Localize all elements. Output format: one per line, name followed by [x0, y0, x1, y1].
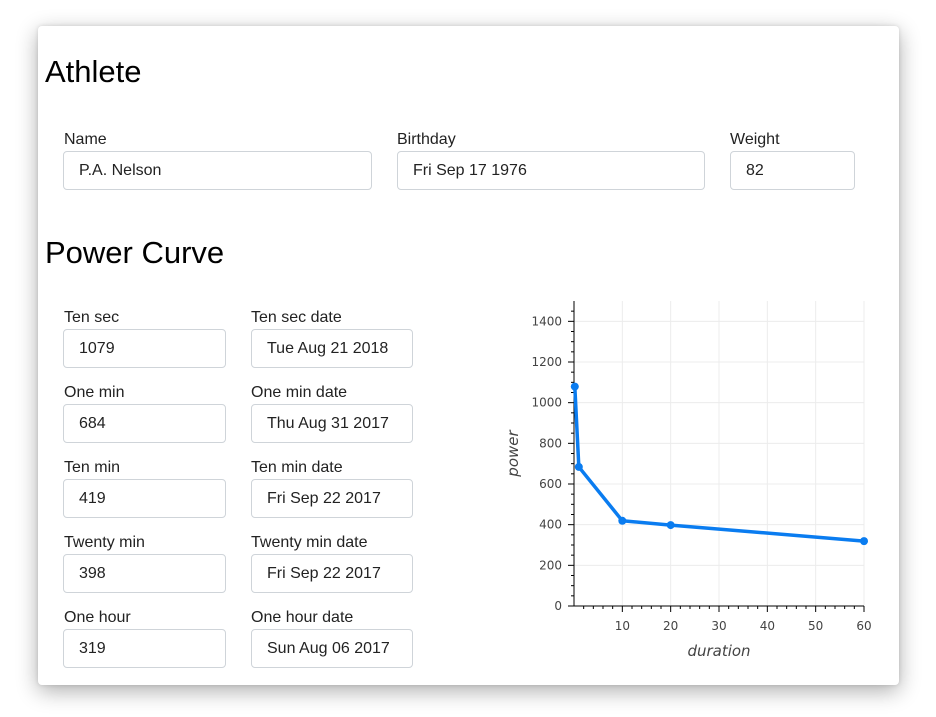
y-axis-label: power: [504, 429, 522, 477]
athlete-card: Athlete Name Birthday Weight Power Curve…: [38, 26, 899, 685]
one-hour-date-field[interactable]: [251, 629, 413, 668]
weight-field[interactable]: [730, 151, 855, 190]
x-tick-label: 10: [615, 619, 630, 633]
power-data-point: [570, 382, 579, 391]
y-tick-label: 1200: [531, 355, 562, 369]
ten-min-field[interactable]: [63, 479, 226, 518]
y-tick-label: 0: [554, 599, 562, 613]
ten-min-date-field[interactable]: [251, 479, 413, 518]
ten-sec-date-label: Ten sec date: [251, 309, 342, 326]
name-field[interactable]: [63, 151, 372, 190]
one-hour-field[interactable]: [63, 629, 226, 668]
power-data-point: [666, 521, 675, 530]
ten-min-label: Ten min: [64, 459, 121, 476]
name-label: Name: [64, 131, 107, 148]
x-axis-label: duration: [687, 642, 750, 660]
ten-min-date-label: Ten min date: [251, 459, 343, 476]
one-min-date-field[interactable]: [251, 404, 413, 443]
y-tick-label: 1400: [531, 314, 562, 328]
one-min-date-label: One min date: [251, 384, 348, 401]
twenty-min-label: Twenty min: [64, 534, 145, 551]
weight-label: Weight: [730, 131, 780, 148]
ten-sec-date-field[interactable]: [251, 329, 413, 368]
one-hour-label: One hour: [64, 609, 131, 626]
power-data-point: [618, 516, 627, 525]
y-tick-label: 1000: [531, 396, 562, 410]
power-data-point: [574, 462, 583, 471]
y-tick-label: 600: [539, 477, 562, 491]
twenty-min-date-label: Twenty min date: [251, 534, 368, 551]
twenty-min-field[interactable]: [63, 554, 226, 593]
x-tick-label: 20: [663, 619, 678, 633]
ten-sec-label: Ten sec: [64, 309, 120, 326]
athlete-heading: Athlete: [45, 54, 142, 89]
ten-sec-field[interactable]: [63, 329, 226, 368]
power-curve-heading: Power Curve: [45, 235, 225, 270]
power-data-point: [860, 537, 868, 546]
one-min-label: One min: [64, 384, 125, 401]
x-tick-label: 30: [711, 619, 726, 633]
x-tick-label: 60: [856, 619, 871, 633]
y-tick-label: 800: [539, 436, 562, 450]
y-tick-label: 200: [539, 558, 562, 572]
x-tick-label: 50: [808, 619, 823, 633]
power-curve-chart: 0 200 400 600 800 1000 1200 1400 10 20 30 40 50 60 dur…: [504, 301, 872, 660]
y-tick-label: 400: [539, 518, 562, 532]
one-min-field[interactable]: [63, 404, 226, 443]
birthday-field[interactable]: [397, 151, 705, 190]
twenty-min-date-field[interactable]: [251, 554, 413, 593]
one-hour-date-label: One hour date: [251, 609, 354, 626]
x-tick-label: 40: [760, 619, 775, 633]
birthday-label: Birthday: [397, 131, 456, 148]
